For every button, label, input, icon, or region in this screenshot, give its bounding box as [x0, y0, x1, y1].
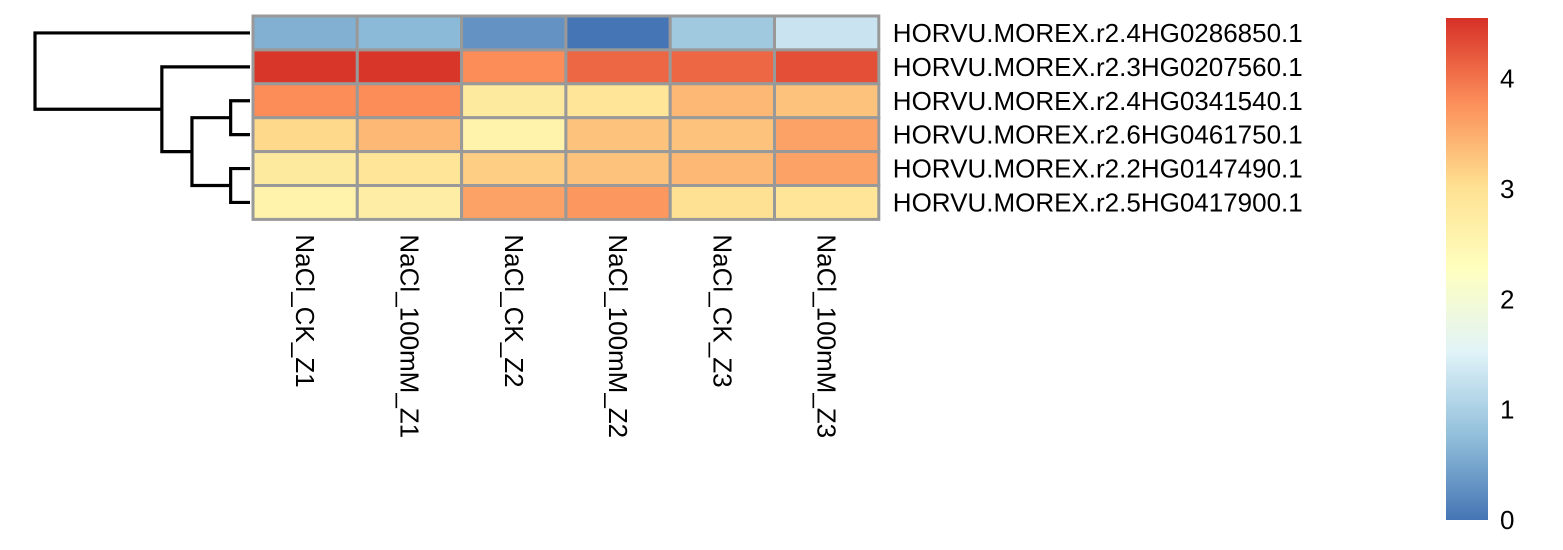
column-label: NaCl_CK_Z2: [499, 234, 529, 387]
row-label: HORVU.MOREX.r2.5HG0417900.1: [893, 187, 1303, 217]
heatmap-cell: [460, 184, 568, 221]
heatmap-cell: [251, 116, 359, 154]
legend-color-bar: [1446, 18, 1488, 520]
heatmap-cell: [668, 14, 777, 52]
heatmap-cell: [460, 14, 568, 52]
column-label: NaCl_100mM_Z1: [394, 234, 424, 438]
heatmap-cell: [773, 150, 881, 188]
legend-tick-label: 3: [1500, 174, 1514, 204]
legend-tick-label: 4: [1500, 64, 1514, 94]
dendrogram-branch: [33, 31, 250, 111]
heatmap-cell: [251, 184, 359, 221]
column-label: NaCl_CK_Z1: [290, 234, 320, 387]
heatmap-cell: [773, 116, 881, 154]
dendrogram-branch: [160, 65, 250, 154]
heatmap-cell: [355, 48, 464, 86]
heatmap-cell: [668, 82, 777, 120]
heatmap-cell: [564, 116, 672, 154]
row-label: HORVU.MOREX.r2.2HG0147490.1: [893, 154, 1303, 184]
heatmap-cell: [564, 14, 672, 52]
heatmap-cell: [773, 184, 881, 221]
dendrogram-branch: [229, 166, 250, 205]
heatmap-cell: [251, 82, 359, 120]
heatmap-cell: [564, 184, 672, 221]
legend-tick-label: 0: [1500, 505, 1514, 535]
heatmap-cell: [460, 82, 568, 120]
column-label: NaCl_100mM_Z3: [812, 234, 842, 438]
heatmap-cell: [355, 184, 464, 221]
row-label: HORVU.MOREX.r2.4HG0341540.1: [893, 86, 1303, 116]
heatmap-cell: [460, 48, 568, 86]
heatmap-cell: [564, 82, 672, 120]
row-dendrogram: [33, 31, 250, 205]
row-labels: HORVU.MOREX.r2.4HG0286850.1 HORVU.MOREX.r…: [893, 18, 1303, 217]
heatmap-cell: [668, 48, 777, 86]
heatmap-cell: [355, 82, 464, 120]
heatmap-cell: [355, 14, 464, 52]
column-labels: NaCl_CK_Z1 NaCl_100mM_Z1 NaCl_CK_Z2 NaCl_10…: [290, 234, 842, 438]
heatmap-cell: [251, 48, 359, 86]
heatmap-cell: [668, 150, 777, 188]
heatmap-cell: [773, 48, 881, 86]
heatmap-cell: [251, 150, 359, 188]
color-legend: 0 1 2 3 4: [1446, 18, 1514, 535]
legend-tick-label: 2: [1500, 284, 1514, 314]
heatmap-cell: [355, 150, 464, 188]
heatmap-cell: [460, 150, 568, 188]
heatmap-cell: [773, 82, 881, 120]
heatmap-cell: [564, 150, 672, 188]
dendrogram-branch: [190, 116, 231, 188]
heatmap-cell: [668, 116, 777, 154]
row-label: HORVU.MOREX.r2.6HG0461750.1: [893, 120, 1303, 150]
row-label: HORVU.MOREX.r2.3HG0207560.1: [893, 52, 1303, 82]
column-label: NaCl_CK_Z3: [707, 234, 737, 387]
row-label: HORVU.MOREX.r2.4HG0286850.1: [893, 18, 1303, 48]
dendrogram-branch: [229, 99, 250, 137]
legend-tick-label: 1: [1500, 395, 1514, 425]
heatmap-cell: [564, 48, 672, 86]
heatmap-cell: [773, 14, 881, 52]
heatmap-cell: [460, 116, 568, 154]
heatmap-cell: [668, 184, 777, 221]
heatmap-cell: [251, 14, 359, 52]
column-label: NaCl_100mM_Z2: [603, 234, 633, 438]
heatmap-cell: [355, 116, 464, 154]
heatmap-cells: [251, 14, 881, 221]
